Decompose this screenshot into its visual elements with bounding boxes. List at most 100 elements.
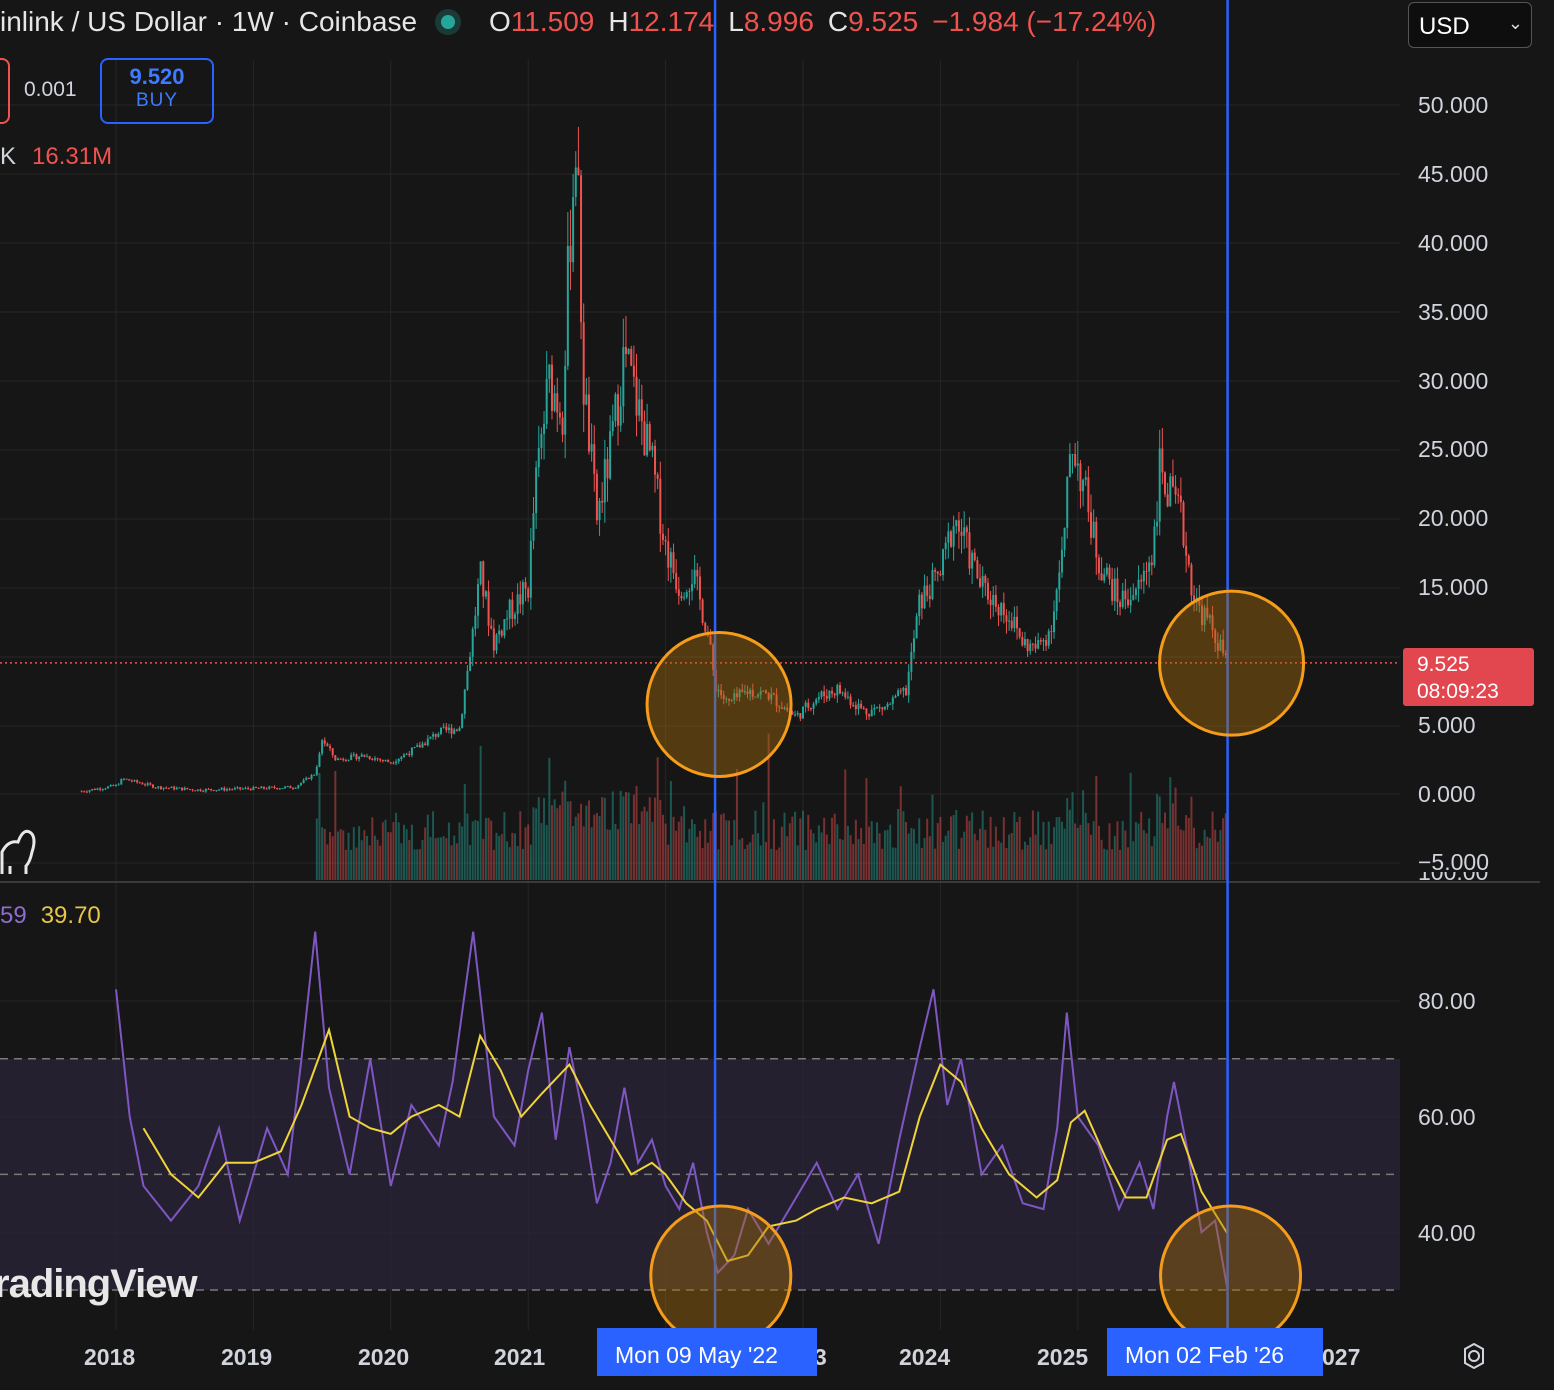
- candle-body: [804, 702, 807, 707]
- candle-body: [603, 459, 606, 503]
- volume-bar: [807, 814, 810, 880]
- volume-bar: [1113, 835, 1116, 880]
- candle-body: [590, 444, 593, 452]
- candle-body: [778, 706, 781, 708]
- volume-bar: [611, 791, 614, 880]
- candle-body: [1045, 640, 1048, 646]
- candle-body: [680, 595, 683, 599]
- candle-body: [262, 786, 265, 789]
- volume-bar: [360, 840, 363, 880]
- volume-bar: [1105, 849, 1108, 880]
- volume-bar: [640, 811, 643, 880]
- candle-body: [286, 786, 289, 788]
- volume-bars: [315, 733, 1227, 880]
- candle-body: [1142, 570, 1145, 582]
- candle-body: [817, 696, 820, 700]
- candle-body: [1047, 631, 1050, 646]
- candle-body: [1121, 590, 1124, 608]
- volume-bar: [1045, 849, 1048, 880]
- candle-body: [791, 711, 794, 715]
- volume-bar: [624, 791, 627, 880]
- candle-body: [366, 756, 369, 758]
- price-axis-label: 35.000: [1418, 299, 1489, 325]
- volume-bar: [1002, 817, 1005, 880]
- volume-bar: [1190, 796, 1193, 880]
- candle-body: [151, 784, 154, 788]
- volume-bar: [1158, 796, 1161, 880]
- candle-body: [677, 589, 680, 596]
- volume-bar: [685, 842, 688, 880]
- rsi-highlight-circle: [1159, 1204, 1303, 1348]
- candle-body: [971, 552, 974, 569]
- buy-price: 9.520: [129, 64, 185, 89]
- candle-body: [831, 690, 834, 694]
- candle-body: [1079, 463, 1082, 492]
- volume-bar: [994, 826, 997, 880]
- candle-body: [1150, 562, 1153, 566]
- candle-body: [712, 644, 715, 670]
- rsi-ma-value: 39.70: [40, 902, 101, 929]
- candle-body: [802, 706, 804, 719]
- sell-button[interactable]: [0, 58, 10, 124]
- candle-body: [1148, 562, 1151, 572]
- candle-body: [1066, 477, 1069, 528]
- candle-body: [667, 541, 670, 568]
- candle-body: [891, 697, 894, 704]
- volume-bar: [545, 825, 548, 880]
- market-status-icon[interactable]: [441, 15, 456, 29]
- volume-bar: [992, 846, 995, 880]
- currency-select[interactable]: USD ⌄: [1408, 2, 1532, 48]
- volume-bar: [952, 815, 955, 880]
- volume-bar: [854, 819, 857, 880]
- volume-bar: [336, 831, 339, 880]
- candle-body: [1163, 472, 1166, 495]
- time-axis-label: 2020: [358, 1344, 410, 1370]
- price-axis-label: 15.000: [1418, 574, 1489, 600]
- candle-body: [968, 532, 971, 569]
- candle-body: [1129, 599, 1132, 606]
- candle-body: [529, 540, 532, 598]
- volume-bar: [796, 845, 799, 880]
- buy-button[interactable]: 9.520 BUY: [100, 58, 214, 124]
- volume-bar: [1023, 841, 1026, 880]
- volume-bar: [379, 845, 382, 880]
- volume-bar: [1185, 815, 1188, 880]
- candle-body: [1127, 599, 1130, 606]
- candle-body: [447, 727, 450, 731]
- volume-bar: [1121, 820, 1124, 880]
- volume-bar: [315, 818, 318, 880]
- volume-bar: [331, 836, 334, 880]
- price-change: −1.984 (−17.24%): [932, 6, 1157, 37]
- rsi-ma-line: [142, 1026, 1229, 1263]
- volume-bar: [490, 820, 493, 880]
- candle-body: [395, 761, 398, 764]
- gear-icon[interactable]: [1460, 1342, 1488, 1370]
- volume-bar: [875, 822, 878, 880]
- candle-body: [643, 421, 646, 456]
- candle-body: [432, 734, 435, 737]
- price-axis-label: 5.000: [1418, 712, 1476, 738]
- candle-body: [651, 445, 654, 451]
- volume-bar: [986, 847, 989, 880]
- candle-body: [202, 791, 205, 793]
- volume-bar: [865, 778, 868, 880]
- candle-body: [199, 789, 202, 792]
- candle-body: [786, 707, 789, 711]
- volume-bar: [1214, 829, 1217, 880]
- volume-bar: [910, 828, 913, 880]
- volume-bar: [1092, 821, 1095, 880]
- candle-body: [218, 789, 221, 791]
- volume-value: 16.31M: [32, 143, 113, 170]
- candle-body: [347, 759, 350, 761]
- volume-bar: [669, 781, 672, 880]
- candle-body: [440, 727, 443, 734]
- candle-body: [479, 561, 482, 585]
- candle-body: [852, 705, 855, 707]
- volume-bar: [1200, 845, 1203, 880]
- volume-bar: [622, 796, 625, 880]
- candle-body: [368, 756, 371, 759]
- volume-bar: [527, 824, 530, 880]
- candle-body: [1029, 643, 1032, 652]
- candle-body: [257, 787, 260, 789]
